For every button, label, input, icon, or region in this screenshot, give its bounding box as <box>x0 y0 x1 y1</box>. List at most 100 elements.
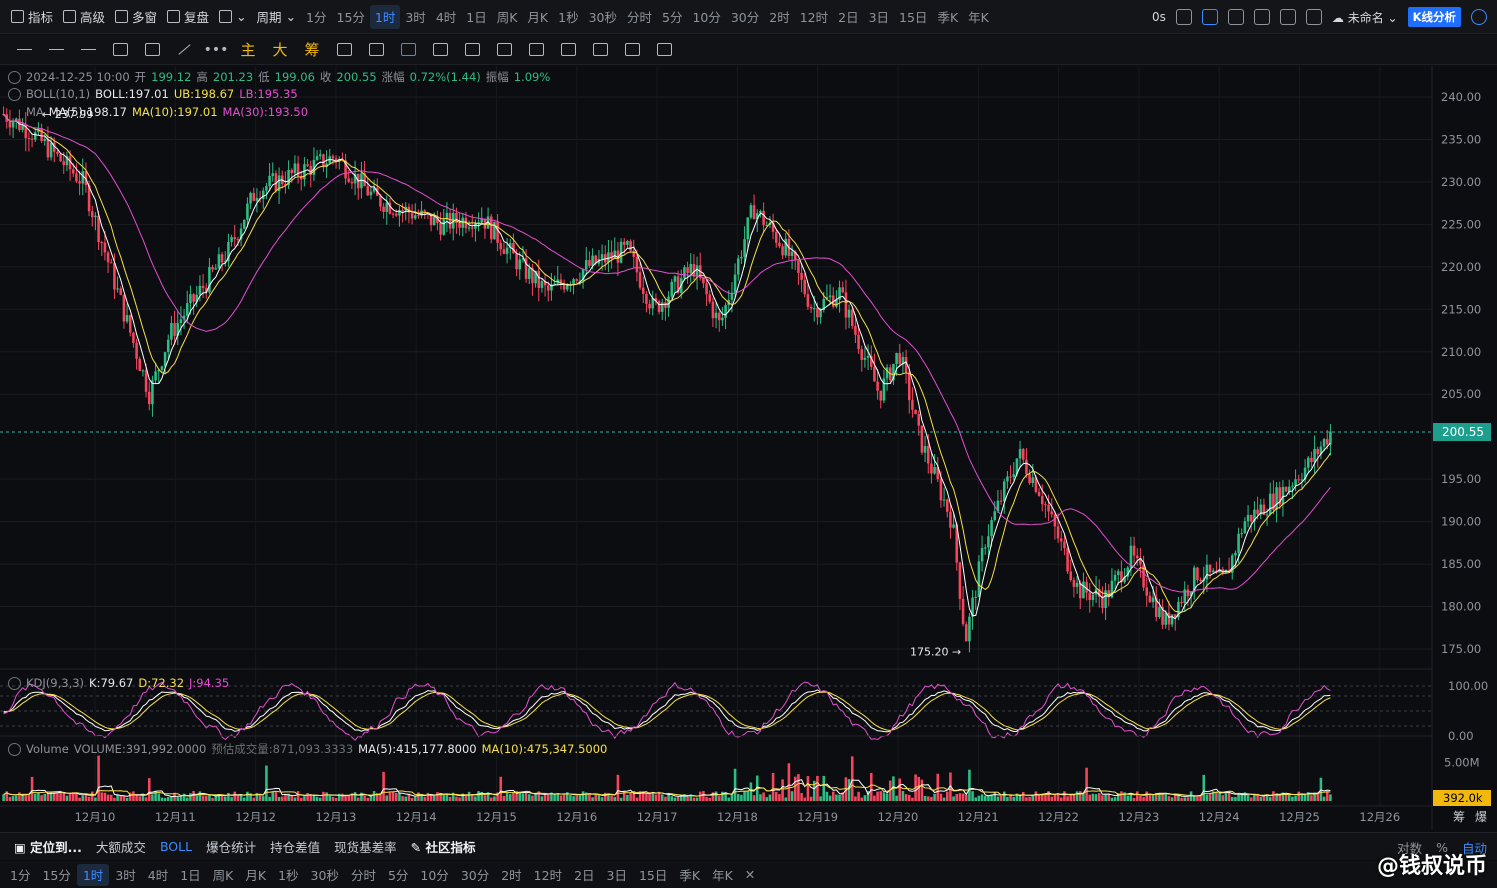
note-icon[interactable] <box>552 38 584 62</box>
tab-timeframe-0[interactable]: 1分 <box>306 10 327 25</box>
bottom-tab-timeframe-5[interactable]: 1日 <box>180 868 201 883</box>
auto-scale-toggle[interactable]: 自动 <box>1461 840 1487 856</box>
bottom-tab-timeframe-0[interactable]: 1分 <box>10 868 31 883</box>
camera-icon[interactable] <box>1175 9 1192 25</box>
settings-icon[interactable] <box>1279 9 1296 25</box>
tab-timeframe-15[interactable]: 12时 <box>799 10 829 25</box>
edit-icon[interactable] <box>456 38 488 62</box>
multi-window-button[interactable]: 多窗 <box>110 5 162 29</box>
share-icon[interactable] <box>1471 9 1487 25</box>
bottom-tab-timeframe-6[interactable]: 周K <box>212 868 234 883</box>
eye-icon[interactable] <box>8 676 21 690</box>
filter-icon[interactable] <box>616 38 648 62</box>
bottom-tab-timeframe-13[interactable]: 30分 <box>460 868 490 883</box>
magnet-icon[interactable] <box>360 38 392 62</box>
bottom-tab-timeframe-10[interactable]: 分时 <box>350 868 376 883</box>
bottom-tab-timeframe-7[interactable]: 月K <box>245 868 267 883</box>
tab-timeframe-7[interactable]: 月K <box>527 10 549 25</box>
lines-icon[interactable] <box>40 38 72 62</box>
boll-button[interactable]: BOLL <box>159 839 193 854</box>
advanced-button[interactable]: 高级 <box>58 5 110 29</box>
community-indicator-button[interactable]: ✎ 社区指标 <box>410 840 476 855</box>
tab-timeframe-2[interactable]: 1时 <box>369 4 401 29</box>
bottom-tab-timeframe-16[interactable]: 2日 <box>574 868 595 883</box>
replace-icon[interactable] <box>328 38 360 62</box>
trash-icon[interactable] <box>648 38 680 62</box>
percent-scale-toggle[interactable]: % <box>1436 839 1448 855</box>
tab-timeframe-13[interactable]: 30分 <box>730 10 760 25</box>
tab-timeframe-20[interactable]: 年K <box>968 10 989 25</box>
bottom-tab-timeframe-9[interactable]: 30秒 <box>310 868 339 883</box>
replay-button[interactable]: 复盘 <box>162 5 214 29</box>
tab-timeframe-5[interactable]: 1日 <box>466 10 487 25</box>
chart-area[interactable]: 240.00 235.00 230.00 225.00 220.00 215.00 210.… <box>0 66 1497 830</box>
tab-timeframe-18[interactable]: 15日 <box>899 10 928 25</box>
eye-icon[interactable] <box>8 87 21 101</box>
tab-timeframe-9[interactable]: 30秒 <box>588 10 617 25</box>
tab-timeframe-11[interactable]: 5分 <box>662 10 683 25</box>
bottom-tab-timeframe-8[interactable]: 1秒 <box>278 868 299 883</box>
compare-icon[interactable] <box>488 38 520 62</box>
kline-chart[interactable]: 240.00 235.00 230.00 225.00 220.00 215.00 210.… <box>0 66 1497 830</box>
bottom-tab-timeframe-15[interactable]: 12时 <box>533 868 563 883</box>
bottom-tab-timeframe-20[interactable]: 年K <box>712 868 733 883</box>
tab-timeframe-6[interactable]: 周K <box>496 10 518 25</box>
bottom-tab-timeframe-3[interactable]: 3时 <box>115 868 136 883</box>
link-icon[interactable] <box>584 38 616 62</box>
spot-basis-button[interactable]: 现货基差率 <box>334 840 397 855</box>
tab-timeframe-8[interactable]: 1秒 <box>558 10 579 25</box>
bottom-tab-timeframe-4[interactable]: 4时 <box>147 868 169 883</box>
bottom-tab-timeframe-2[interactable]: 1时 <box>76 863 110 886</box>
template-icon[interactable] <box>1253 9 1270 25</box>
tab-timeframe-16[interactable]: 2日 <box>838 10 859 25</box>
close-icon[interactable]: ✕ <box>744 867 756 882</box>
candle-body <box>1329 431 1332 445</box>
bottom-tab-timeframe-1[interactable]: 15分 <box>42 868 71 883</box>
pen-icon[interactable] <box>1201 9 1218 25</box>
tab-timeframe-17[interactable]: 3日 <box>868 10 890 25</box>
candle-body <box>958 562 962 599</box>
kline-analysis-button[interactable]: K线分析 <box>1407 7 1461 27</box>
tab-timeframe-4[interactable]: 4时 <box>435 10 457 25</box>
bottom-tab-timeframe-19[interactable]: 季K <box>679 868 701 883</box>
eye-icon[interactable] <box>8 70 21 84</box>
tab-timeframe-14[interactable]: 2时 <box>769 10 790 25</box>
menu-icon[interactable] <box>8 38 40 62</box>
volume-bar <box>21 794 24 801</box>
tab-timeframe-3[interactable]: 3时 <box>405 10 426 25</box>
more-icon[interactable]: ••• <box>203 41 229 58</box>
tab-timeframe-10[interactable]: 分时 <box>626 10 652 25</box>
lock-icon[interactable] <box>520 38 552 62</box>
oi-diff-button[interactable]: 持仓差值 <box>270 840 321 855</box>
trend-line-icon[interactable] <box>168 38 200 62</box>
crop-icon[interactable] <box>1227 9 1244 25</box>
period-dropdown[interactable]: 周期 ⌄ <box>256 9 297 25</box>
eraser-icon[interactable] <box>424 38 456 62</box>
horizontal-line-icon[interactable] <box>72 38 104 62</box>
tab-timeframe-1[interactable]: 15分 <box>336 10 365 25</box>
liquidation-stats-button[interactable]: 爆仓统计 <box>206 840 257 855</box>
large-trade-button[interactable]: 大额成交 <box>95 840 146 855</box>
bottom-tab-timeframe-17[interactable]: 3日 <box>606 868 627 883</box>
large-order-tool[interactable]: 大 <box>272 41 288 59</box>
ruler-icon[interactable] <box>136 38 168 62</box>
tab-timeframe-19[interactable]: 季K <box>937 10 959 25</box>
indicator-button[interactable]: 指标 <box>6 5 58 29</box>
locate-button[interactable]: ▣ 定位到... <box>14 840 82 855</box>
price-tick-label: 175.00 <box>1441 642 1481 656</box>
rectangle-icon[interactable] <box>104 38 136 62</box>
bottom-tab-timeframe-12[interactable]: 10分 <box>420 868 449 883</box>
bottom-tab-timeframe-11[interactable]: 5分 <box>387 868 409 883</box>
log-scale-toggle[interactable]: 对数 <box>1397 840 1423 856</box>
fullscreen-icon[interactable] <box>1305 9 1322 25</box>
layout-name-dropdown[interactable]: ☁ 未命名 ⌄ <box>1331 10 1398 25</box>
eye-icon[interactable] <box>8 742 21 756</box>
bottom-tab-timeframe-18[interactable]: 15日 <box>638 868 668 883</box>
chip-tool[interactable]: 筹 <box>304 41 320 59</box>
select-icon[interactable] <box>392 38 424 62</box>
bottom-tab-timeframe-14[interactable]: 2时 <box>501 868 522 883</box>
tab-timeframe-12[interactable]: 10分 <box>692 10 721 25</box>
volume-bar <box>176 797 180 801</box>
main-force-tool[interactable]: 主 <box>240 41 256 59</box>
chart-type-button[interactable]: ⌄ <box>214 5 251 29</box>
